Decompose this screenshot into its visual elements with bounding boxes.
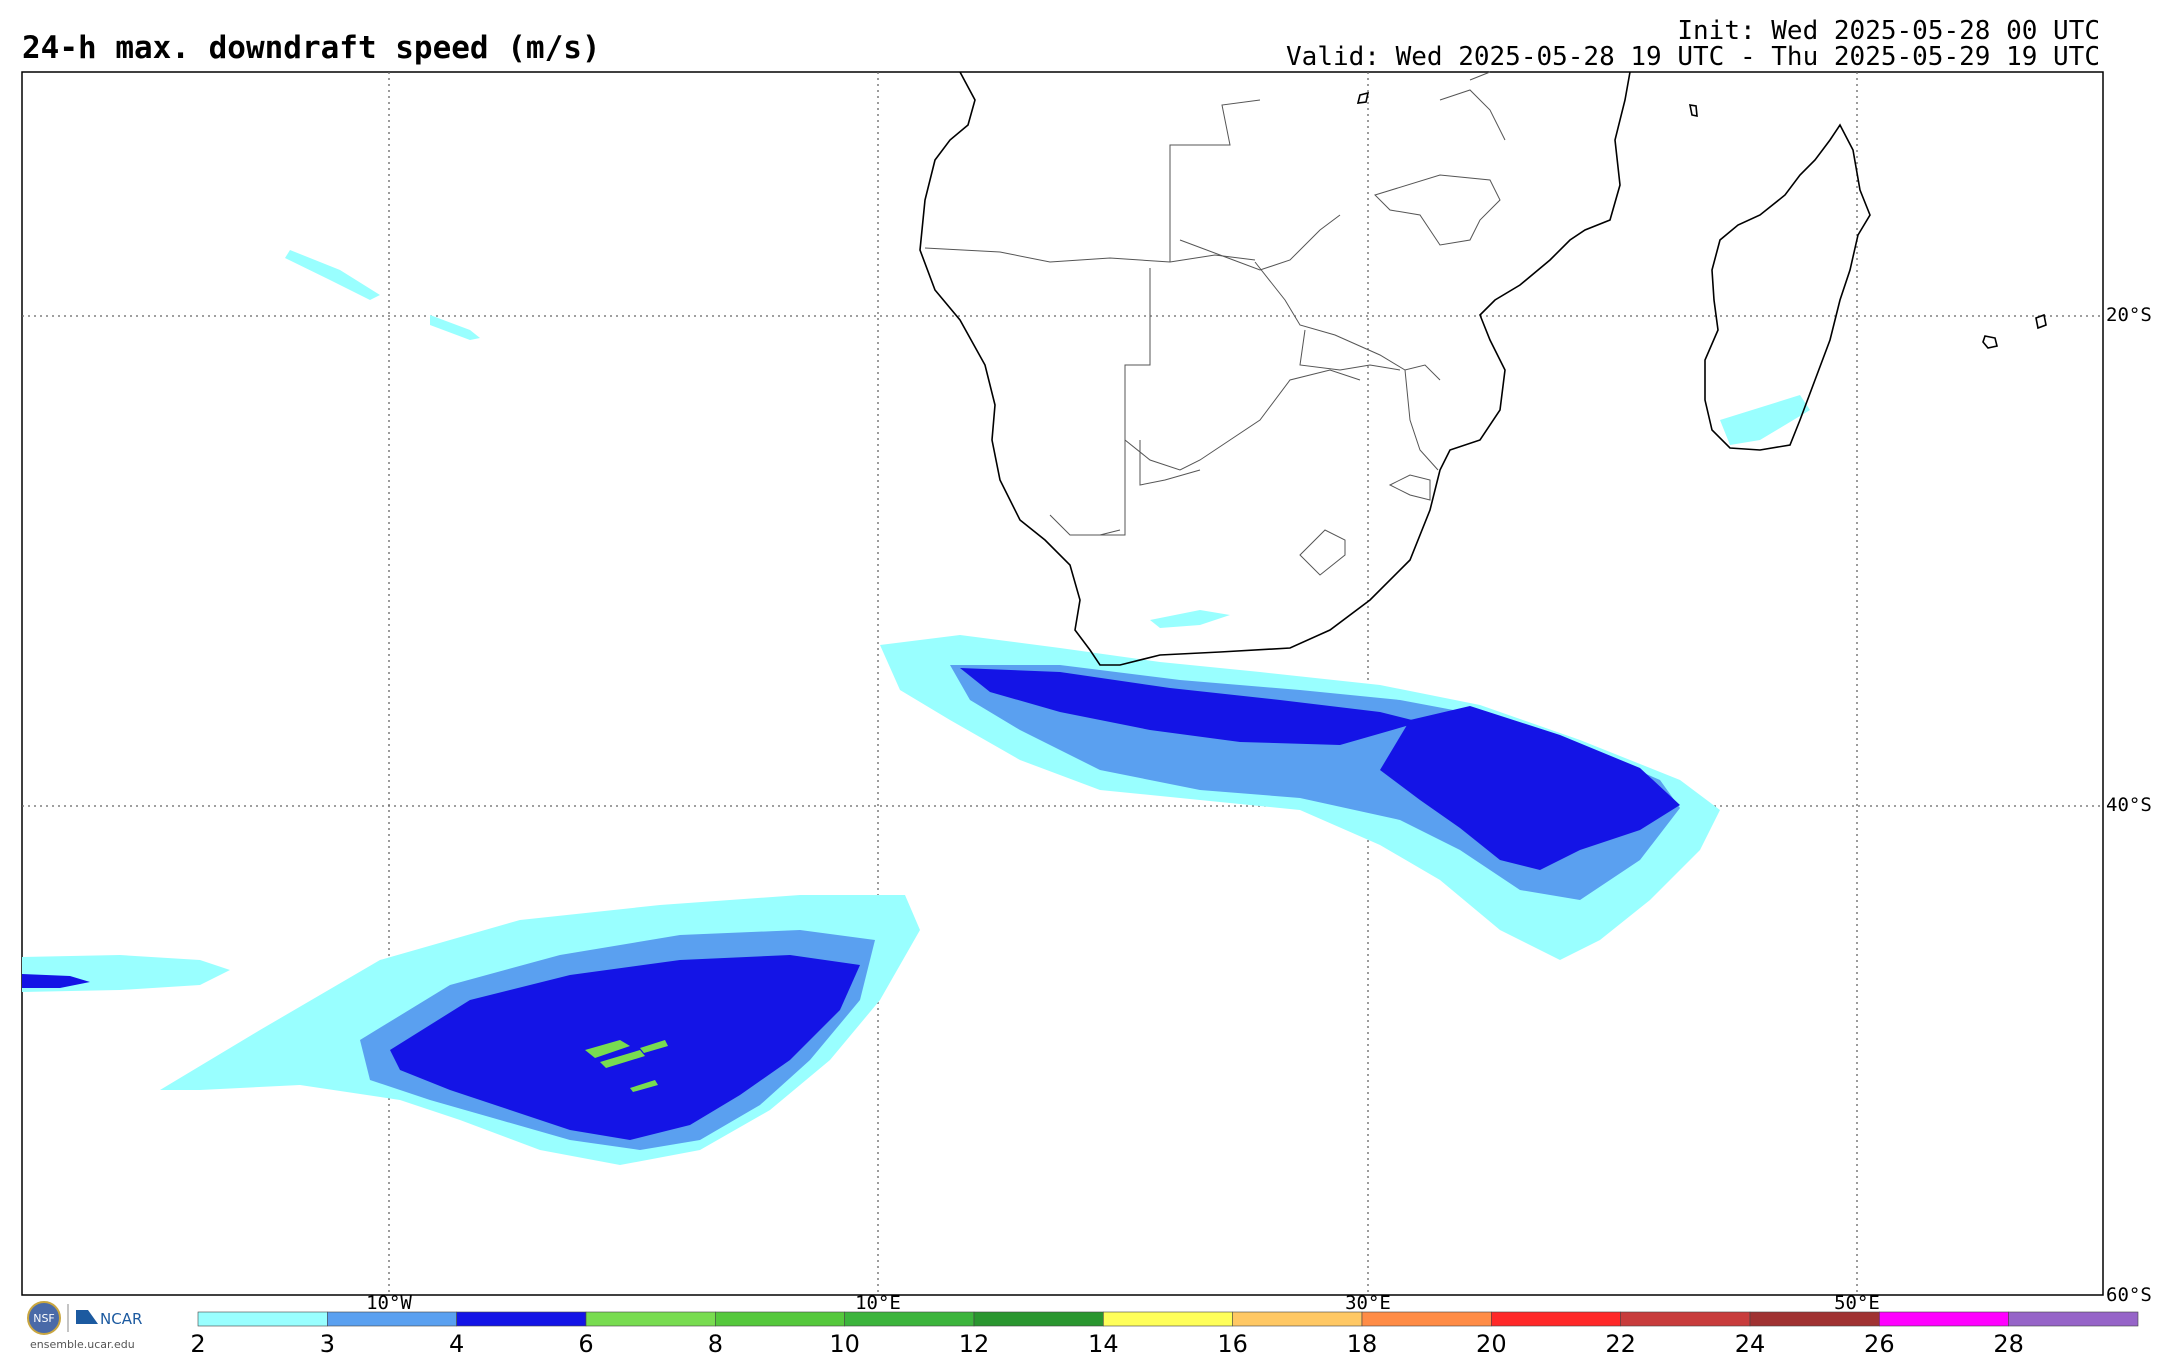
colorbar-tick-label: 26 — [1864, 1330, 1895, 1358]
map-frame — [21, 71, 2104, 1296]
graticule — [22, 72, 2103, 1295]
island-small — [1688, 104, 1698, 117]
valid-time: Valid: Wed 2025-05-28 19 UTC - Thu 2025-… — [1286, 42, 2100, 72]
colorbar-tick-label: 12 — [958, 1330, 990, 1358]
downdraft-field-south-atlantic — [22, 895, 920, 1165]
island-mauritius — [2035, 313, 2047, 330]
colorbar-cell — [456, 1311, 587, 1327]
coastlines — [919, 71, 2047, 666]
lon-label-50e: 50°E — [1834, 1292, 1880, 1314]
init-time: Init: Wed 2025-05-28 00 UTC — [1677, 16, 2100, 46]
field-4-6 — [960, 668, 1420, 745]
colorbar-tick-label: 6 — [578, 1330, 594, 1358]
downdraft-field-south-africa — [880, 635, 1720, 960]
madagascar-coast — [1704, 123, 1871, 451]
colorbar — [197, 1311, 2139, 1327]
colorbar-tick-label: 14 — [1088, 1330, 1119, 1358]
colorbar-cell — [197, 1311, 328, 1327]
colorbar-tick-label: 4 — [449, 1330, 465, 1358]
field-4-6 — [1380, 706, 1680, 870]
colorbar-tick-label: 18 — [1346, 1330, 1378, 1358]
colorbar-cell — [1361, 1311, 1492, 1327]
colorbar-cell — [585, 1311, 716, 1327]
ncar-logo: NSF NCAR — [27, 1301, 142, 1335]
map-title: 24-h max. downdraft speed (m/s) — [22, 30, 601, 66]
colorbar-tick-label: 8 — [707, 1330, 723, 1358]
colorbar-cell — [1879, 1311, 2009, 1327]
colorbar-cell — [973, 1311, 1104, 1327]
nsf-seal-text: NSF — [33, 1312, 55, 1325]
lake — [1356, 91, 1370, 104]
colorbar-cell — [715, 1311, 845, 1327]
colorbar-tick-label: 20 — [1476, 1330, 1507, 1358]
colorbar-tick-label: 2 — [190, 1330, 206, 1358]
lon-label-10w: 10°W — [366, 1292, 412, 1314]
colorbar-cell — [1232, 1311, 1363, 1327]
colorbar-tick-label: 10 — [829, 1330, 860, 1358]
island-reunion — [1982, 335, 1998, 349]
colorbar-cell — [1103, 1311, 1233, 1327]
colorbar-tick-label: 28 — [1993, 1330, 2024, 1358]
ncar-mark-icon — [76, 1310, 98, 1324]
lon-label-30e: 30°E — [1345, 1292, 1391, 1314]
lat-label-60s: 60°S — [2106, 1284, 2152, 1306]
lat-label-20s: 20°S — [2106, 304, 2152, 326]
ncar-logo-text: NCAR — [100, 1310, 142, 1328]
colorbar-tick-label: 22 — [1605, 1330, 1636, 1358]
colorbar-cell — [2008, 1311, 2139, 1327]
downdraft-speckles — [285, 250, 1810, 628]
africa-coast — [919, 71, 1631, 666]
colorbar-cell — [844, 1311, 975, 1327]
lat-label-40s: 40°S — [2106, 794, 2152, 816]
colorbar-tick-label: 16 — [1217, 1330, 1248, 1358]
colorbar-tick-label: 24 — [1734, 1330, 1766, 1358]
field-west-edge-core — [22, 974, 90, 988]
footer-url: ensemble.ucar.edu — [30, 1338, 135, 1351]
country-borders — [924, 71, 1506, 576]
colorbar-tick-label: 3 — [319, 1330, 335, 1358]
colorbar-cell — [1620, 1311, 1751, 1327]
colorbar-cell — [1749, 1311, 1880, 1327]
colorbar-cell — [327, 1311, 457, 1327]
field-6-8 — [585, 1040, 668, 1092]
lon-label-10e: 10°E — [855, 1292, 901, 1314]
colorbar-cell — [1491, 1311, 1621, 1327]
nsf-seal-icon — [27, 1301, 61, 1335]
